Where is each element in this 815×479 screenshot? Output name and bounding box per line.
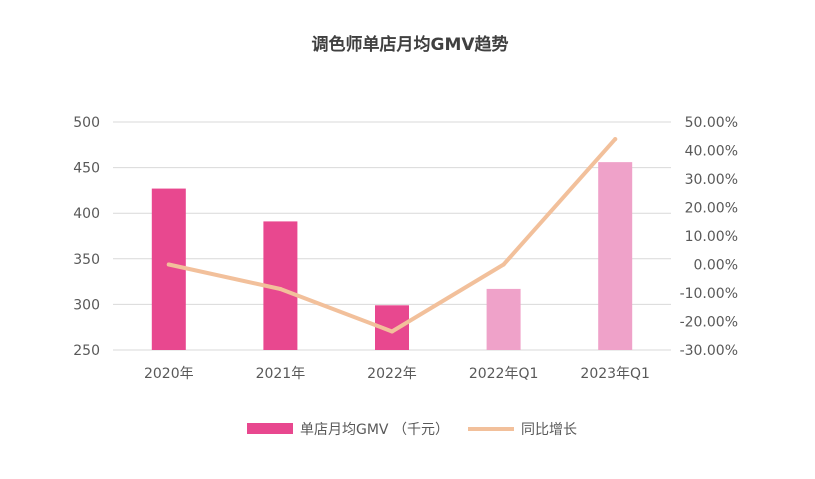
legend-swatch-gmv: [247, 423, 293, 434]
y-left-tick-label-0: 250: [73, 343, 100, 359]
legend-label-gmv: 单店月均GMV （千元）: [300, 422, 449, 438]
line-point-1: [278, 287, 283, 292]
x-tick-label-4: 2023年Q1: [580, 366, 650, 382]
y-right-tick-label-6: 30.00%: [685, 172, 738, 188]
gridlines: [113, 121, 671, 351]
x-axis: 2020年 2021年 2022年 2022年Q1 2023年Q1: [144, 366, 650, 382]
legend-label-yoy: 同比增长: [521, 422, 577, 438]
bar-0: [151, 188, 186, 350]
x-tick-label-1: 2021年: [256, 366, 306, 382]
x-tick-label-3: 2022年Q1: [469, 366, 539, 382]
y-right-tick-label-1: -20.00%: [680, 315, 738, 331]
y-left-tick-label-2: 350: [73, 252, 100, 268]
y-left-tick-label-1: 300: [73, 297, 100, 313]
y-axis-left: 250 300 350 400 450 500: [73, 115, 100, 359]
y-right-tick-label-2: -10.00%: [680, 286, 738, 302]
y-left-tick-label-5: 500: [73, 115, 100, 131]
y-left-tick-label-4: 450: [73, 161, 100, 177]
y-right-tick-label-4: 10.00%: [685, 229, 738, 245]
y-left-tick-label-3: 400: [73, 206, 100, 222]
bar-series: [151, 162, 633, 350]
bar-4: [598, 162, 633, 350]
legend: 单店月均GMV （千元） 同比增长: [247, 422, 577, 438]
x-tick-label-2: 2022年: [367, 366, 417, 382]
line-point-4: [613, 137, 618, 142]
y-right-tick-label-3: 0.00%: [694, 258, 738, 274]
line-point-3: [501, 262, 506, 267]
bar-3: [486, 288, 521, 350]
line-point-0: [166, 262, 171, 267]
y-right-tick-label-7: 40.00%: [685, 144, 738, 160]
x-tick-label-0: 2020年: [144, 366, 194, 382]
y-right-tick-label-5: 20.00%: [685, 201, 738, 217]
line-point-2: [390, 329, 394, 334]
y-axis-right: -30.00% -20.00% -10.00% 0.00% 10.00% 20.00% 30…: [680, 115, 738, 359]
line-series: [166, 137, 618, 334]
y-right-tick-label-0: -30.00%: [680, 343, 738, 359]
y-right-tick-label-8: 50.00%: [685, 115, 738, 131]
chart-title: 调色师单店月均GMV趋势: [311, 34, 508, 55]
